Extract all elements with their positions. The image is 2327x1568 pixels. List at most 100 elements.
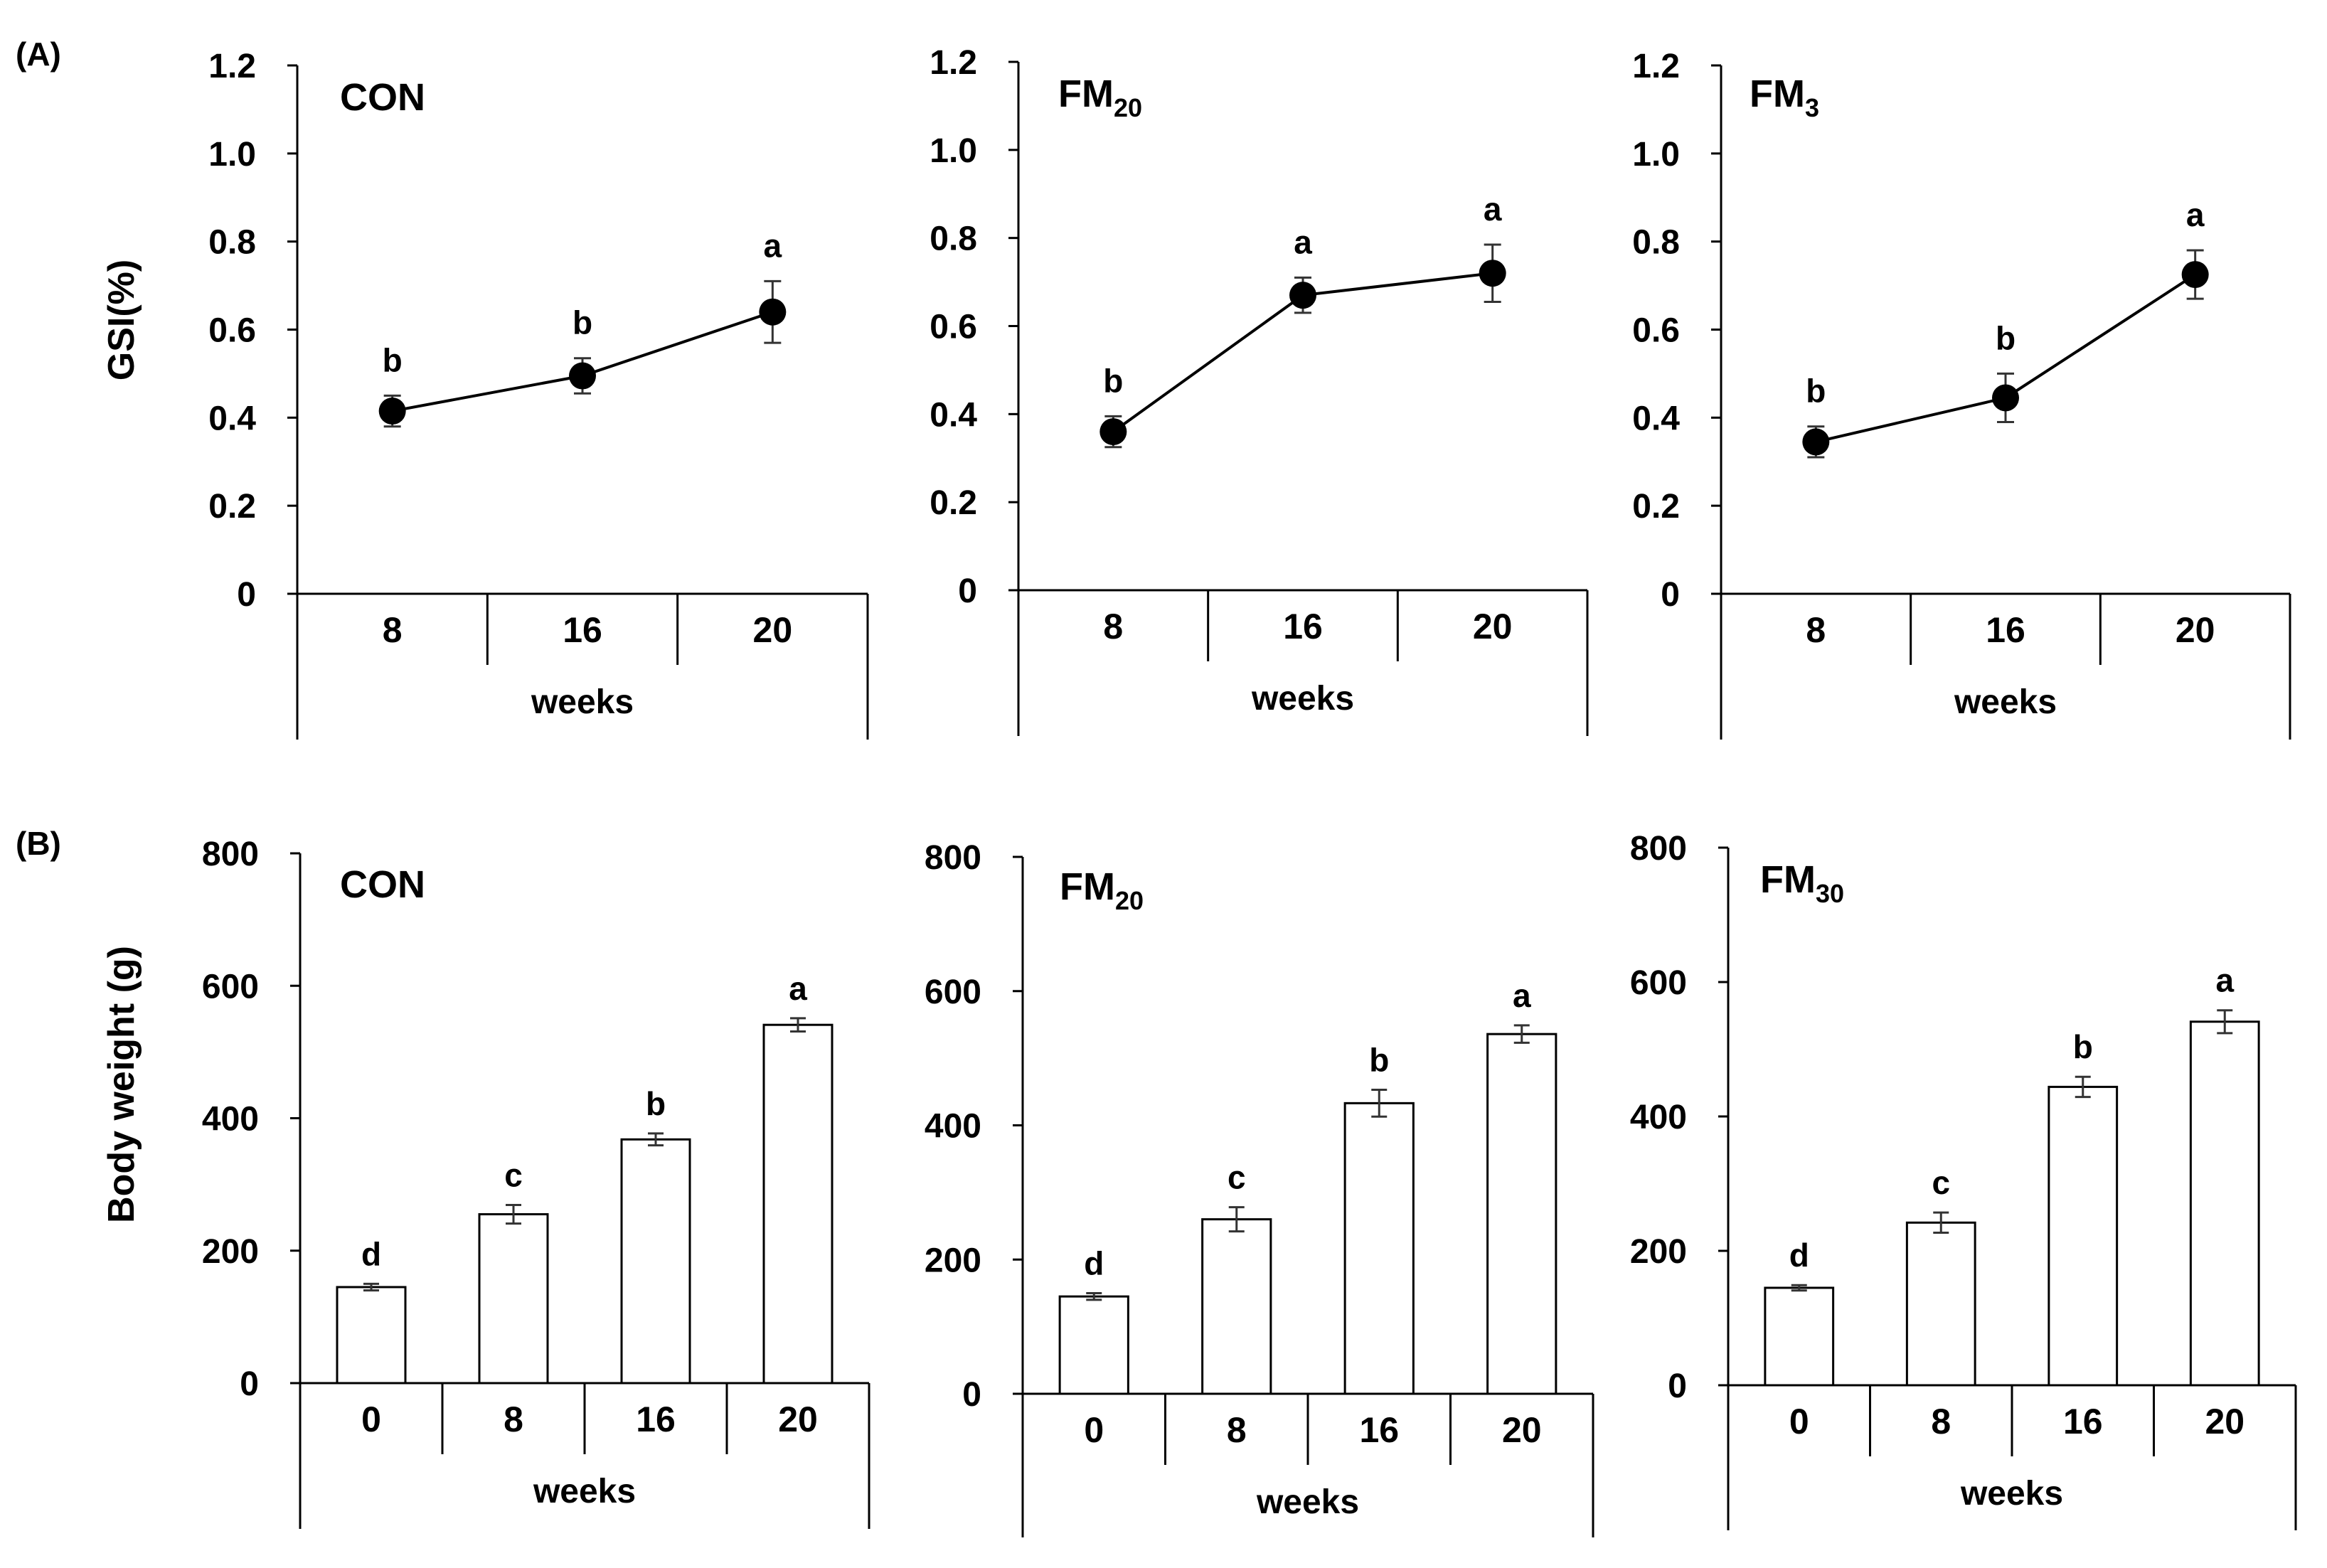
x-tick-label: 16: [2063, 1402, 2103, 1441]
y-tick-label: 0.6: [1632, 312, 1680, 350]
significance-letter: a: [1513, 977, 1531, 1014]
y-tick-label: 0: [958, 572, 977, 610]
significance-letter: b: [646, 1085, 666, 1122]
y-tick-label: 200: [202, 1233, 259, 1271]
x-tick-label: 20: [1473, 607, 1513, 646]
panel-title: FM3: [1750, 73, 1819, 122]
x-axis-label: weeks: [1256, 1483, 1359, 1521]
significance-letter: a: [2215, 962, 2234, 999]
x-axis-label: weeks: [533, 1473, 636, 1510]
y-tick-label: 600: [1630, 964, 1687, 1002]
y-tick-label: 0.4: [208, 400, 256, 437]
significance-letter: a: [1484, 191, 1502, 228]
significance-letter: b: [383, 341, 403, 378]
x-tick-label: 8: [1227, 1410, 1247, 1450]
y-tick-label: 0.8: [1632, 224, 1680, 262]
bar: [478, 1213, 549, 1385]
gsi-axis-title: GSI(%): [101, 260, 142, 380]
y-tick-label: 0.8: [208, 224, 256, 262]
y-tick-label: 400: [202, 1101, 259, 1138]
data-point: [569, 362, 596, 390]
y-tick-label: 1.0: [930, 132, 977, 170]
x-axis-label: weeks: [1954, 683, 2057, 721]
significance-letter: a: [1294, 223, 1312, 260]
bar: [336, 1286, 407, 1385]
y-tick-label: 800: [1630, 830, 1687, 868]
significance-letter: b: [1103, 362, 1123, 399]
data-point: [1802, 428, 1830, 456]
significance-letter: b: [573, 304, 592, 341]
y-tick-label: 0: [1661, 576, 1680, 614]
x-tick-label: 20: [2176, 610, 2215, 650]
data-point: [1479, 260, 1506, 287]
y-tick-label: 800: [202, 836, 259, 873]
y-tick-label: 800: [925, 839, 981, 877]
y-tick-label: 0: [962, 1376, 981, 1414]
y-tick-label: 0.6: [208, 312, 256, 350]
significance-letter: a: [764, 227, 782, 264]
bar: [762, 1023, 834, 1385]
x-tick-label: 16: [1986, 610, 2025, 650]
significance-letter: c: [1228, 1159, 1246, 1196]
panel-title: CON: [340, 76, 425, 119]
y-tick-label: 400: [925, 1108, 981, 1146]
data-point: [2181, 261, 2209, 289]
y-tick-label: 0: [1668, 1367, 1687, 1405]
y-tick-label: 0: [240, 1365, 259, 1403]
y-tick-label: 0.2: [930, 484, 977, 522]
panel-title: CON: [340, 863, 425, 906]
data-point: [1992, 384, 2019, 412]
panel-title: FM30: [1760, 858, 1844, 908]
chart-a-con: 0 0.2 0.4 0.6 0.8 1.0 1.2 8 16 20 weeks CON b b a: [208, 48, 869, 740]
significance-letter: b: [1806, 373, 1826, 410]
bar: [1905, 1221, 1976, 1387]
y-tick-label: 0.4: [1632, 400, 1680, 437]
bar: [2048, 1085, 2119, 1387]
panel-b-label: (B): [16, 825, 61, 862]
bar: [1343, 1102, 1415, 1395]
x-tick-label: 20: [753, 610, 793, 650]
significance-letter: c: [1932, 1164, 1950, 1201]
x-tick-label: 16: [563, 610, 602, 650]
bar: [620, 1138, 691, 1385]
significance-letter: c: [504, 1156, 523, 1193]
x-tick-label: 0: [361, 1399, 381, 1439]
panel-a-label: (A): [16, 36, 61, 73]
y-tick-label: 1.2: [208, 48, 256, 85]
y-tick-label: 0.4: [930, 396, 977, 434]
chart-b-fm20: 0 200 400 600 800 0 8 16 20 weeks FM20 d c b a: [925, 839, 1594, 1537]
x-tick-label: 16: [1359, 1410, 1399, 1450]
y-tick-label: 200: [1630, 1233, 1687, 1271]
y-tick-label: 1.2: [930, 44, 977, 82]
x-axis-label: weeks: [1251, 680, 1354, 718]
x-axis-label: weeks: [531, 683, 634, 721]
x-tick-label: 20: [778, 1399, 818, 1439]
chart-b-con: 0 200 400 600 800 0 8 16 20 weeks CON d c b a: [202, 836, 870, 1529]
x-tick-label: 8: [1931, 1402, 1951, 1441]
y-tick-label: 0.8: [930, 220, 977, 258]
significance-letter: d: [361, 1235, 381, 1272]
chart-a-fm20: 0 0.2 0.4 0.6 0.8 1.0 1.2 8 16 20 weeks FM20 b a a: [930, 44, 1589, 736]
data-point: [1289, 282, 1316, 309]
significance-letter: a: [2186, 196, 2205, 233]
y-tick-label: 0: [237, 576, 256, 614]
y-tick-label: 1.0: [208, 136, 256, 174]
x-tick-label: 8: [1103, 607, 1123, 646]
x-axis-label: weeks: [1960, 1475, 2063, 1513]
x-tick-label: 16: [636, 1399, 676, 1439]
panel-title: FM20: [1058, 73, 1142, 122]
bar: [1764, 1286, 1835, 1387]
x-tick-label: 20: [2205, 1402, 2245, 1441]
x-tick-label: 8: [504, 1399, 523, 1439]
x-tick-label: 16: [1283, 607, 1323, 646]
significance-letter: b: [1369, 1041, 1389, 1078]
x-tick-label: 8: [383, 610, 403, 650]
y-tick-label: 0.6: [930, 309, 977, 346]
y-tick-label: 0.2: [1632, 488, 1680, 526]
bar: [1486, 1033, 1557, 1395]
significance-letter: b: [1996, 319, 2016, 356]
body-weight-axis-title: Body weight (g): [101, 946, 142, 1223]
significance-letter: a: [789, 970, 807, 1007]
y-tick-label: 600: [202, 968, 259, 1006]
